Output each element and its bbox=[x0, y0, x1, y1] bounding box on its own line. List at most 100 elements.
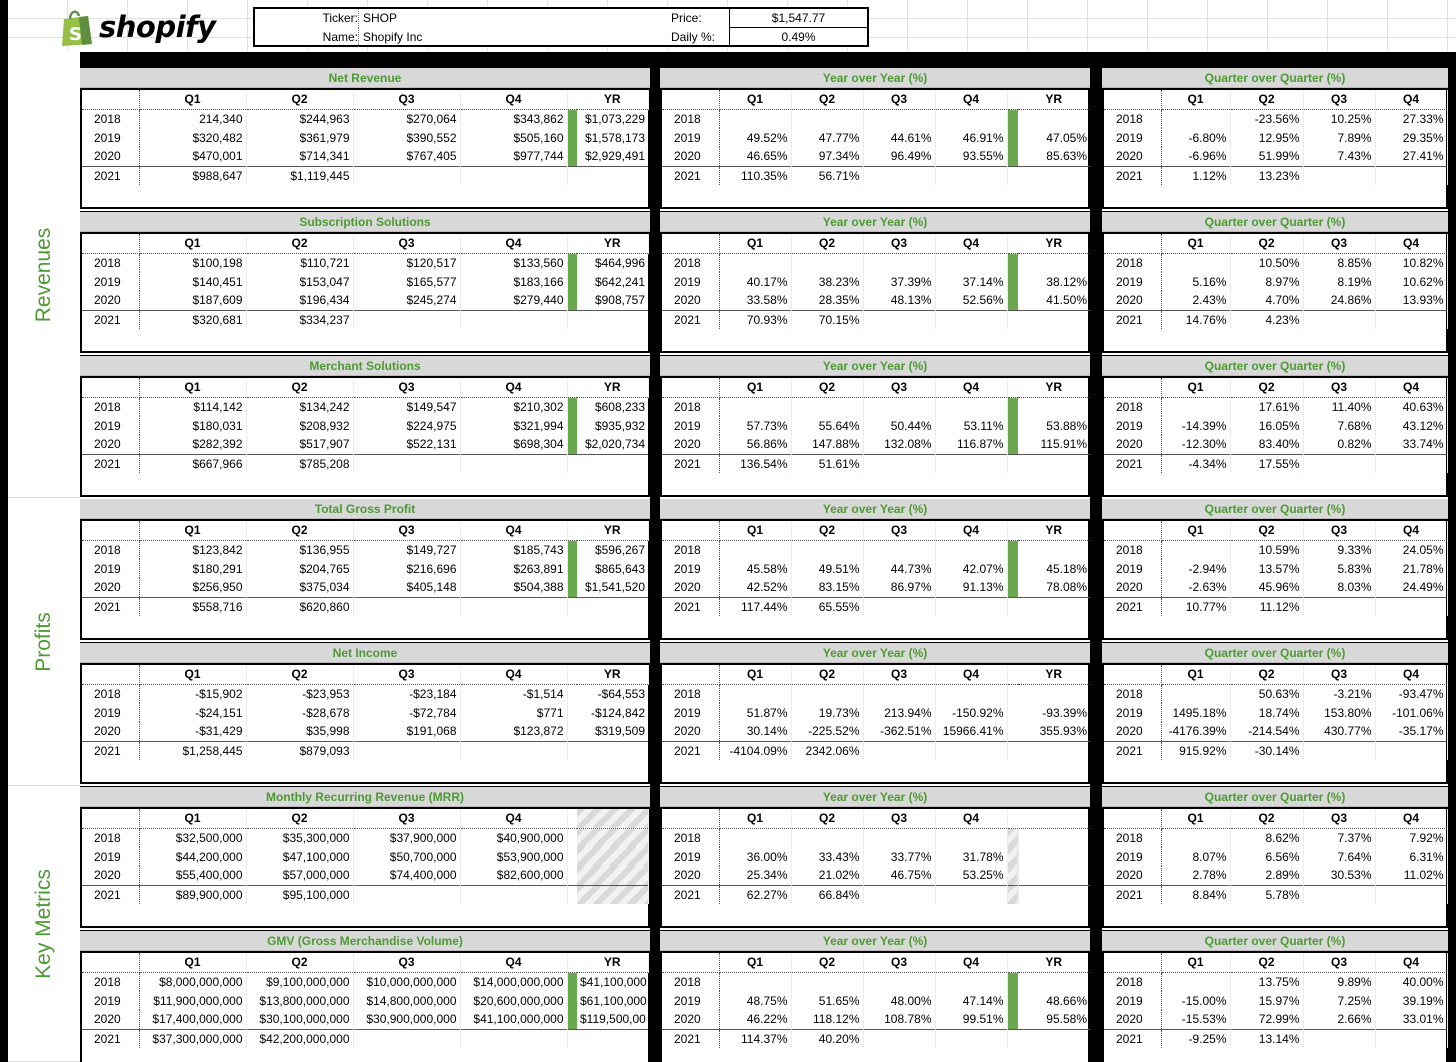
table-row: 2021 $89,900,000 $95,100,000 bbox=[82, 884, 649, 904]
table-row: 2020 46.22% 118.12% 108.78% 99.51% 95.58% bbox=[662, 1010, 1090, 1029]
column-header: YR bbox=[1018, 90, 1090, 110]
column-header: Q3 bbox=[863, 953, 936, 973]
value-cell: $196,434 bbox=[246, 291, 354, 310]
value-cell: 17.61% bbox=[1230, 397, 1304, 416]
value-cell: 8.03% bbox=[1303, 578, 1376, 597]
year-cell: 2020 bbox=[82, 578, 140, 597]
value-cell: $216,696 bbox=[353, 559, 461, 578]
value-cell: -101.06% bbox=[1375, 703, 1448, 722]
value-cell bbox=[863, 972, 936, 991]
value-cell: 55.64% bbox=[791, 416, 864, 435]
column-header: Q2 bbox=[246, 90, 354, 110]
growth-bar bbox=[1007, 740, 1018, 760]
year-cell: 2019 bbox=[1104, 559, 1162, 578]
value-cell: 13.14% bbox=[1230, 1028, 1304, 1048]
growth-bar bbox=[567, 740, 577, 760]
yr-cell bbox=[577, 828, 649, 847]
value-cell bbox=[863, 828, 936, 847]
table-row: 2019 $180,291 $204,765 $216,696 $263,891 $865… bbox=[82, 559, 648, 578]
value-cell: 7.89% bbox=[1303, 128, 1376, 147]
value-cell: 18.74% bbox=[1230, 703, 1304, 722]
values-block-2: Merchant Solutions Q1 Q2 Q3 Q4 YR 2018 $114,142… bbox=[80, 356, 650, 499]
year-cell: 2021 bbox=[82, 309, 140, 329]
price-value: $1,547.77 bbox=[729, 9, 867, 28]
corner-cell bbox=[1104, 809, 1162, 829]
table-row: 2020 2.43% 4.70% 24.86% 13.93% bbox=[1104, 291, 1448, 310]
value-cell bbox=[863, 740, 936, 760]
year-cell: 2021 bbox=[662, 884, 720, 904]
qoq-block-0: Quarter over Quarter (%) Q1 Q2 Q3 Q4 2018 -23.… bbox=[1102, 68, 1448, 211]
value-cell: -15.00% bbox=[1161, 991, 1231, 1010]
table-row: 2021 136.54% 51.61% bbox=[662, 453, 1090, 473]
table-row: 2020 2.78% 2.89% 30.53% 11.02% bbox=[1104, 866, 1448, 885]
column-header: Q1 bbox=[1161, 234, 1231, 254]
value-cell: 96.49% bbox=[863, 147, 936, 166]
table-row: 2019 40.17% 38.23% 37.39% 37.14% 38.12% bbox=[662, 272, 1090, 291]
growth-bar bbox=[1007, 272, 1018, 291]
value-cell bbox=[719, 397, 792, 416]
year-cell: 2021 bbox=[662, 596, 720, 616]
value-cell: 33.43% bbox=[791, 847, 864, 866]
table-row: 2019 51.87% 19.73% 213.94% -150.92% -93.39% bbox=[662, 703, 1090, 722]
value-cell bbox=[1303, 740, 1376, 760]
value-cell: 10.59% bbox=[1230, 540, 1304, 559]
column-header: Q3 bbox=[1303, 378, 1376, 398]
table-row: 2021 $988,647 $1,119,445 bbox=[82, 165, 648, 185]
value-cell bbox=[1161, 253, 1231, 272]
value-cell: 47.14% bbox=[935, 991, 1008, 1010]
year-cell: 2018 bbox=[1104, 540, 1162, 559]
value-cell: -$24,151 bbox=[139, 703, 247, 722]
value-cell bbox=[791, 684, 864, 703]
value-cell: 17.55% bbox=[1230, 453, 1304, 473]
table-row: 2018 8.62% 7.37% 7.92% bbox=[1104, 828, 1448, 847]
column-header: Q4 bbox=[460, 521, 568, 541]
value-cell: 91.13% bbox=[935, 578, 1008, 597]
value-cell: $134,242 bbox=[246, 397, 354, 416]
table-frame: Q1 Q2 Q3 Q4 2018 17.61% 11.40% 40.63% 2019 -14.39… bbox=[1102, 376, 1448, 497]
value-cell: 72.99% bbox=[1230, 1010, 1304, 1029]
table-row: 2018 $8,000,000,000 $9,100,000,000 $10,000,… bbox=[82, 972, 648, 991]
table-row: 2020 $187,609 $196,434 $245,274 $279,440 $908… bbox=[82, 291, 648, 310]
value-cell: 7.43% bbox=[1303, 147, 1376, 166]
corner-cell bbox=[1104, 234, 1162, 254]
value-cell bbox=[719, 253, 792, 272]
value-cell bbox=[353, 884, 461, 904]
value-cell: 132.08% bbox=[863, 435, 936, 454]
year-cell: 2018 bbox=[82, 540, 140, 559]
yr-cell: $41,100,000 bbox=[580, 974, 647, 989]
bar-gap bbox=[567, 521, 577, 541]
year-cell: 2021 bbox=[82, 740, 140, 760]
value-cell: 30.53% bbox=[1303, 866, 1376, 885]
value-cell bbox=[1375, 1028, 1448, 1048]
header-row: Q1 Q2 Q3 Q4 bbox=[662, 809, 1090, 829]
growth-bar bbox=[567, 972, 577, 991]
value-cell: $279,440 bbox=[460, 291, 568, 310]
yr-cell bbox=[1018, 684, 1090, 703]
column-header: Q3 bbox=[353, 809, 461, 829]
value-cell: $879,093 bbox=[246, 740, 354, 760]
growth-bar bbox=[567, 416, 577, 435]
table-row: 2020 -12.30% 83.40% 0.82% 33.74% bbox=[1104, 435, 1448, 454]
table-row: 2020 $282,392 $517,907 $522,131 $698,304 $2,0… bbox=[82, 435, 648, 454]
revenues-side-panel: Revenues bbox=[8, 52, 80, 498]
table-frame: Q1 Q2 Q3 Q4 2018 2019 36.00% 33.43% 33.77% 31.78%… bbox=[660, 807, 1090, 928]
value-cell: 19.73% bbox=[791, 703, 864, 722]
value-cell: -6.96% bbox=[1161, 147, 1231, 166]
value-cell: 86.97% bbox=[863, 578, 936, 597]
value-cell: 214,340 bbox=[139, 109, 247, 128]
value-cell bbox=[863, 1028, 936, 1048]
table-row: 2020 $256,950 $375,034 $405,148 $504,388 $1,5… bbox=[82, 578, 648, 597]
growth-bar bbox=[567, 866, 577, 885]
growth-bar bbox=[1007, 684, 1018, 703]
table-frame: Q1 Q2 Q3 Q4 YR 2018 $123,842 $136,955 $149,727 $1… bbox=[80, 519, 650, 640]
growth-bar bbox=[1007, 165, 1018, 185]
value-cell bbox=[1161, 684, 1231, 703]
value-cell: $95,100,000 bbox=[246, 884, 354, 904]
value-cell: $123,842 bbox=[139, 540, 247, 559]
column-header: Q2 bbox=[1230, 90, 1304, 110]
value-cell bbox=[1303, 453, 1376, 473]
value-cell: 7.68% bbox=[1303, 416, 1376, 435]
qoq-title: Quarter over Quarter (%) bbox=[1102, 931, 1448, 951]
column-header: Q3 bbox=[1303, 521, 1376, 541]
corner-cell bbox=[662, 809, 720, 829]
